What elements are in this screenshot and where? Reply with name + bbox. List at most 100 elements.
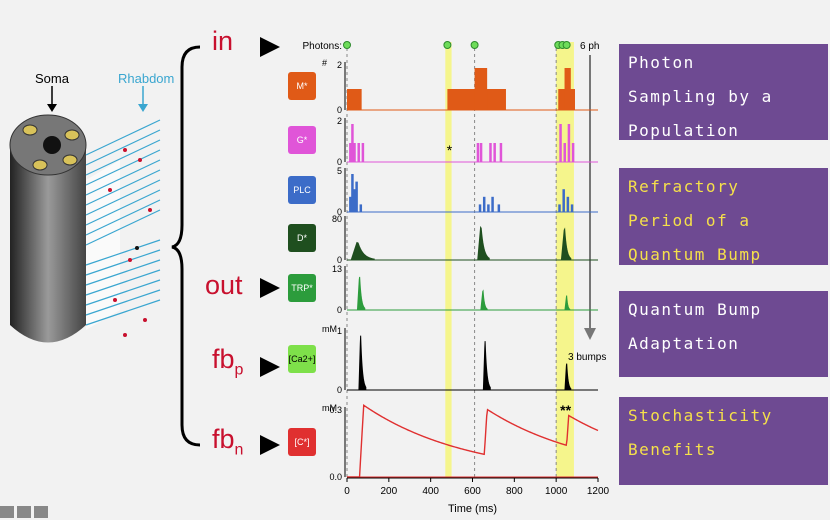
row-box-1 <box>288 126 316 154</box>
row-box-0 <box>288 72 316 100</box>
decay-trace <box>347 403 599 478</box>
nucleus <box>43 136 61 154</box>
row-box-label: [C*] <box>294 437 309 447</box>
six-ph-annotation: 6 ph <box>580 41 599 52</box>
row-ymin-label: 0 <box>337 385 342 395</box>
row-ymin-label: 0.0 <box>329 472 342 482</box>
rhabdom-label: Rhabdom <box>118 71 175 86</box>
photoreceptor-diagram <box>9 114 161 343</box>
x-tick-label: 400 <box>422 486 439 497</box>
row-ymax-label: 0.3 <box>329 405 342 415</box>
spike-bar <box>563 143 566 162</box>
row-box-5 <box>288 345 316 373</box>
active-rhodopsin <box>135 246 139 250</box>
mitochondrion <box>64 129 80 141</box>
fbp-arrow-icon <box>260 357 280 377</box>
peak-trace <box>358 335 367 391</box>
spike-bar <box>567 124 571 162</box>
soma-label: Soma <box>35 71 69 86</box>
row-box-label: TRP* <box>291 283 313 293</box>
row-ymin-label: 0 <box>337 105 342 115</box>
row-ymax-label: 2 <box>337 116 342 126</box>
row-box-4 <box>288 274 316 302</box>
photons-label: Photons: <box>303 41 342 52</box>
rhabdom-arrow <box>138 86 148 112</box>
spike-bar <box>355 181 358 212</box>
peak-trace <box>480 289 488 311</box>
mitochondrion <box>22 124 38 136</box>
spike-bar <box>566 196 570 212</box>
panel-stochasticity: Stochasticity Benefits <box>619 397 828 485</box>
m-bar <box>474 68 488 110</box>
row-ymax-label: 2 <box>337 60 342 70</box>
control-icon[interactable] <box>0 506 14 518</box>
peak-trace <box>482 341 491 391</box>
panel-photon-sampling: Photon Sampling by a Population <box>619 44 828 140</box>
fbn-arrow-icon <box>260 435 280 455</box>
spike-bar <box>349 143 352 162</box>
spike-bar <box>558 204 561 212</box>
row-ymax-label: 80 <box>332 214 342 224</box>
star-annotation: * <box>447 142 453 158</box>
fbp-label: fbp <box>212 344 244 379</box>
spike-bar <box>482 196 486 212</box>
cell-body <box>10 145 86 343</box>
in-label: in <box>212 26 234 56</box>
player-controls[interactable] <box>0 506 48 518</box>
panel-refractory-period: Refractory Period of a Quantum Bump <box>619 168 828 265</box>
row-yunit-label: # <box>322 58 327 68</box>
curly-brace <box>171 45 201 447</box>
photon-dot <box>470 41 479 49</box>
row-box-label: D* <box>297 233 307 243</box>
spike-bar <box>357 143 360 162</box>
row-ymin-label: 0 <box>337 157 342 167</box>
panel-bump-adaptation: Quantum Bump Adaptation <box>619 291 828 377</box>
photon-dot <box>562 41 571 49</box>
spike-bar <box>351 124 354 162</box>
out-arrow-icon <box>260 278 280 298</box>
cutaway <box>86 160 120 330</box>
control-icon[interactable] <box>34 506 48 518</box>
row-box-label: M* <box>297 81 308 91</box>
m-bar <box>347 89 362 110</box>
row-ymin-label: 0 <box>337 207 342 217</box>
row-yunit-label: mM <box>322 324 337 334</box>
row-box-2 <box>288 176 316 204</box>
row-box-label: [Ca2+] <box>289 354 316 364</box>
x-tick-label: 800 <box>506 486 523 497</box>
row-box-label: PLC <box>293 185 311 195</box>
m-bar <box>564 68 571 110</box>
row-box-label: G* <box>297 135 308 145</box>
peak-trace <box>356 276 366 311</box>
spike-bar <box>489 143 492 162</box>
control-icon[interactable] <box>17 506 31 518</box>
spike-bar <box>559 124 562 162</box>
peak-trace <box>350 241 375 261</box>
row-ymax-label: 5 <box>337 166 342 176</box>
double-star-annotation: ** <box>560 402 571 418</box>
x-axis-label: Time (ms) <box>448 503 497 515</box>
spike-bar <box>493 143 496 162</box>
rhodopsin-dots <box>108 148 152 337</box>
spike-bar <box>353 189 356 212</box>
soma-arrow <box>47 86 57 112</box>
peak-trace <box>564 363 572 391</box>
photon-dot <box>343 41 351 49</box>
x-tick-label: 600 <box>464 486 481 497</box>
summary-arrow-head <box>584 328 596 340</box>
spike-bar <box>570 204 574 212</box>
x-tick-label: 200 <box>380 486 397 497</box>
row-ymax-label: 13 <box>332 264 342 274</box>
rhabdom-microvilli <box>85 119 161 326</box>
spike-bar <box>487 204 490 212</box>
peak-trace <box>477 225 490 261</box>
cascade-chart: Photons: 6 phM*20#G*20PLC50D*800TRP*130[C… <box>288 41 610 515</box>
spike-bar <box>479 143 483 162</box>
mitochondrion <box>62 154 78 166</box>
spike-bar <box>491 196 494 212</box>
spike-bar <box>351 174 354 212</box>
row-yunit-label: mM <box>322 403 337 413</box>
peak-trace <box>564 295 571 311</box>
x-tick-label: 1200 <box>587 486 610 497</box>
spike-bar <box>361 143 365 162</box>
